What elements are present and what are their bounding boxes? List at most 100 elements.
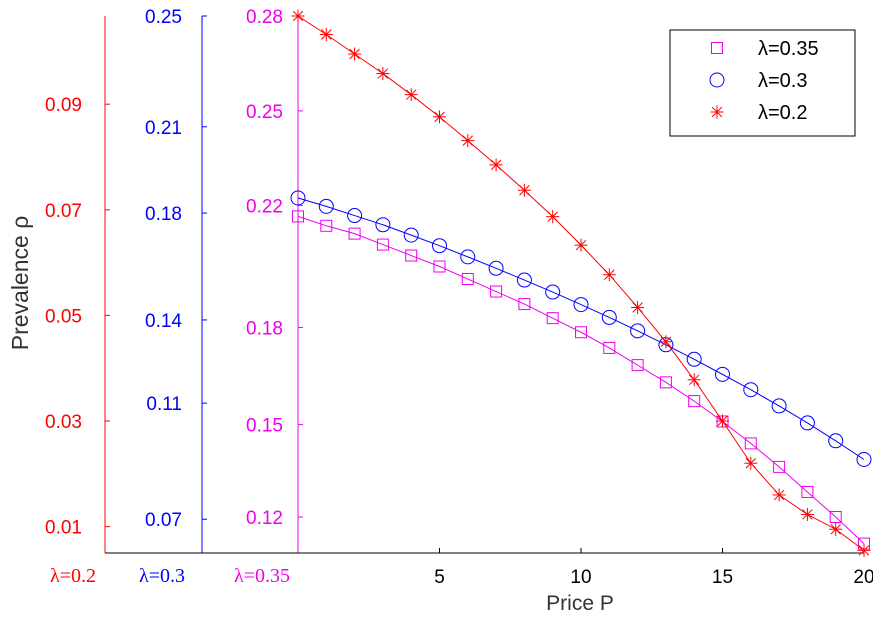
y-tick-label: 0.11 bbox=[146, 394, 182, 415]
star-stroke bbox=[377, 68, 389, 79]
y-tick-label: 0.21 bbox=[145, 118, 182, 139]
x-axis: 5 10 15 20 bbox=[105, 548, 873, 588]
star-stroke bbox=[604, 269, 615, 280]
legend-marker bbox=[711, 42, 723, 54]
y-tick-label: 0.12 bbox=[246, 508, 283, 529]
y-tick-label: 0.22 bbox=[246, 196, 283, 217]
data-point bbox=[799, 415, 815, 431]
data-point bbox=[688, 395, 701, 408]
data-point bbox=[575, 326, 587, 339]
y-tick-label: 0.09 bbox=[45, 95, 82, 116]
plot-series bbox=[290, 9, 872, 557]
series-line bbox=[297, 197, 865, 460]
star-stroke bbox=[292, 10, 304, 22]
y-axis-lam035: 0.12 0.15 0.18 0.22 0.25 0.28 λ=0.35 bbox=[234, 7, 303, 587]
data-point bbox=[405, 249, 418, 262]
y-tick-label: 0.14 bbox=[145, 311, 182, 332]
star-stroke bbox=[321, 29, 332, 40]
data-point bbox=[829, 522, 843, 536]
x-tick-label: 20 bbox=[853, 567, 873, 588]
star-stroke bbox=[547, 211, 558, 222]
data-point bbox=[292, 210, 304, 223]
star-stroke bbox=[519, 185, 530, 196]
legend-marker bbox=[710, 105, 724, 119]
y-tick-label: 0.15 bbox=[246, 416, 283, 437]
data-point bbox=[856, 451, 872, 467]
data-point bbox=[744, 437, 757, 450]
y-axis-name-lam035: λ=0.35 bbox=[234, 565, 290, 587]
data-point bbox=[460, 249, 476, 265]
data-point bbox=[546, 312, 559, 325]
data-point bbox=[347, 208, 363, 224]
data-point bbox=[348, 47, 362, 61]
data-point bbox=[715, 366, 730, 382]
y-tick-label: 0.03 bbox=[45, 412, 82, 433]
y-axis-label: Prevalence ρ bbox=[7, 216, 33, 351]
legend: λ=0.35 λ=0.3 λ=0.2 bbox=[669, 29, 856, 137]
data-point bbox=[490, 285, 503, 298]
star-stroke bbox=[830, 524, 841, 535]
data-point bbox=[518, 298, 531, 311]
series-lam03 bbox=[290, 190, 872, 467]
star-stroke bbox=[575, 239, 587, 251]
legend-label: λ=0.3 bbox=[758, 70, 807, 92]
star-stroke bbox=[349, 48, 360, 60]
data-point bbox=[489, 158, 503, 172]
data-point bbox=[488, 260, 504, 276]
series-lam02 bbox=[291, 9, 871, 557]
data-point bbox=[375, 217, 391, 233]
data-point bbox=[602, 268, 616, 282]
data-point bbox=[601, 309, 617, 325]
star-stroke bbox=[660, 336, 672, 348]
data-point bbox=[318, 198, 334, 214]
data-point bbox=[603, 341, 616, 354]
data-point bbox=[772, 488, 786, 502]
data-point bbox=[771, 398, 787, 414]
data-point bbox=[631, 359, 644, 372]
star-stroke bbox=[462, 135, 474, 146]
data-point bbox=[828, 433, 844, 449]
data-point bbox=[319, 27, 333, 41]
data-point bbox=[433, 110, 446, 124]
legend-box bbox=[669, 29, 856, 137]
data-point bbox=[461, 273, 474, 286]
x-tick-label: 15 bbox=[712, 567, 733, 588]
data-point bbox=[291, 9, 305, 23]
y-tick-label: 0.25 bbox=[246, 102, 283, 123]
legend-label: λ=0.35 bbox=[758, 38, 819, 60]
x-axis-label: Price P bbox=[546, 592, 614, 615]
series-line bbox=[297, 215, 865, 544]
x-tick-label: 5 bbox=[434, 567, 445, 588]
data-point bbox=[573, 297, 589, 313]
data-point bbox=[801, 485, 814, 498]
data-point bbox=[348, 227, 361, 240]
y-tick-label: 0.07 bbox=[145, 510, 182, 531]
y-tick-label: 0.07 bbox=[45, 201, 82, 222]
data-point bbox=[433, 260, 446, 273]
data-point bbox=[320, 219, 333, 232]
data-point bbox=[716, 414, 729, 428]
data-point bbox=[517, 183, 531, 197]
y-tick-label: 0.25 bbox=[145, 7, 182, 28]
data-point bbox=[432, 238, 447, 254]
y-axis-name-lam02: λ=0.2 bbox=[50, 565, 96, 587]
y-tick-label: 0.05 bbox=[45, 306, 82, 327]
star-stroke bbox=[688, 374, 700, 386]
data-point bbox=[686, 351, 702, 367]
data-point bbox=[631, 300, 645, 314]
data-point bbox=[546, 210, 560, 224]
data-point bbox=[687, 373, 701, 387]
data-point bbox=[659, 335, 673, 349]
data-point bbox=[574, 238, 588, 252]
data-point bbox=[743, 382, 759, 398]
legend-marker bbox=[709, 72, 725, 88]
data-point bbox=[403, 227, 419, 243]
star-stroke bbox=[773, 489, 785, 501]
y-tick-label: 0.18 bbox=[246, 319, 283, 340]
data-point bbox=[516, 272, 532, 288]
data-point bbox=[829, 510, 842, 523]
y-axis-lam02: 0.01 0.03 0.05 0.07 0.09 λ=0.2 bbox=[45, 16, 110, 587]
star-stroke bbox=[717, 415, 728, 427]
data-point bbox=[659, 376, 672, 389]
